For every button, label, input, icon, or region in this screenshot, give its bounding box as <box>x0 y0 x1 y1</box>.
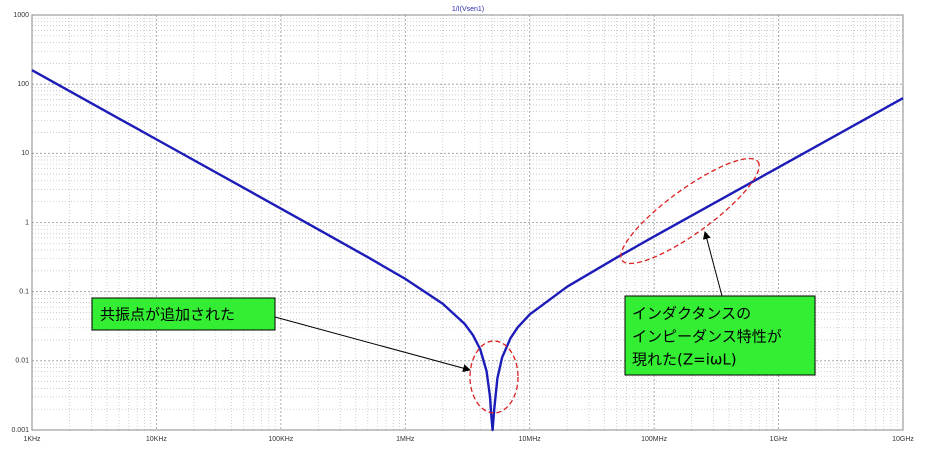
y-tick-label: 0.01 <box>15 358 29 365</box>
annotation-box <box>624 295 816 376</box>
x-tick-label: 100MHz <box>641 436 668 443</box>
y-tick-label: 1 <box>25 219 29 226</box>
data-line <box>31 69 904 432</box>
annotation: 共振点が追加された <box>100 306 235 324</box>
annotation: 現れた(Z=iωL) <box>632 351 737 369</box>
x-tick-label: 10GHz <box>892 436 914 443</box>
plot-frame <box>31 14 904 431</box>
annotation: インダクタンスの <box>632 305 751 323</box>
annotation: インピーダンス特性が <box>632 328 782 346</box>
highlight-ellipse <box>469 340 519 414</box>
x-tick-label: 10KHz <box>146 436 168 443</box>
x-tick-label: 1KHz <box>23 436 41 443</box>
y-tick-label: 100 <box>17 81 29 88</box>
y-tick-label: 0.1 <box>19 289 29 296</box>
data <box>31 69 904 432</box>
arrow <box>702 231 723 297</box>
x-tick-label: 1MHz <box>396 436 415 443</box>
x-tick-label: 1GHz <box>770 436 788 443</box>
y-tick-label: 0.001 <box>11 427 29 434</box>
annotation-box <box>91 297 276 331</box>
x-tick-label: 10MHz <box>519 436 542 443</box>
arrow <box>274 316 471 373</box>
chart-title: 1/I(Vsen1) <box>452 6 484 13</box>
y-tick-label: 1000 <box>13 12 29 19</box>
y-tick-label: 10 <box>21 150 29 157</box>
highlight-ellipse <box>620 157 760 265</box>
x-tick-label: 100KHz <box>268 436 293 443</box>
